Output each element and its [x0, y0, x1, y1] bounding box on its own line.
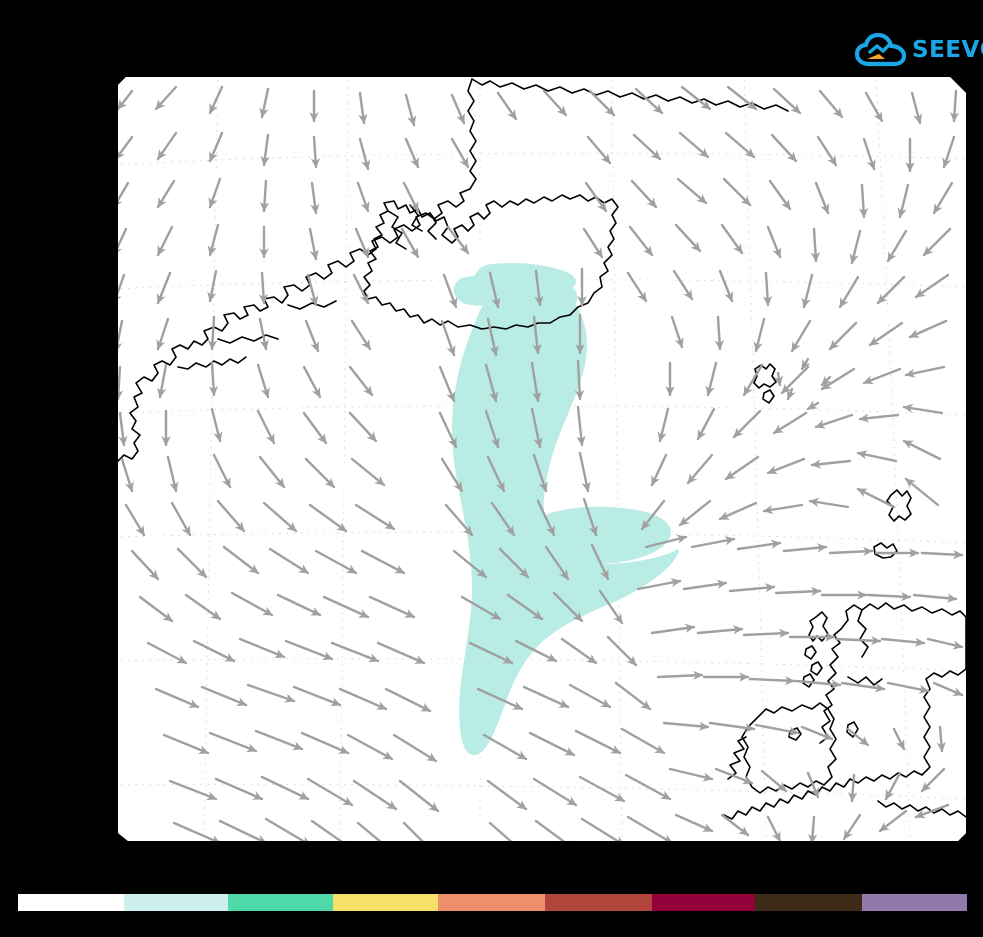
coastline-great-britain: [723, 602, 966, 820]
colorbar-segment-3: [332, 894, 438, 911]
coastline-greenland: [118, 78, 477, 462]
coastline-shetland: [886, 489, 912, 522]
colorbar-segment-5: [544, 894, 652, 911]
coastline-iceland: [363, 194, 619, 330]
logo-wordmark: SEEVCCC: [912, 36, 983, 63]
colorbar-segment-4: [437, 894, 545, 911]
cloud-with-arrow-icon: [854, 32, 907, 67]
coastline-ireland: [741, 702, 837, 794]
colorbar-segment-8: [861, 894, 967, 911]
precipitation-colorbar[interactable]: [18, 894, 967, 911]
coastline-isle-of-man: [846, 721, 859, 738]
colorbar-segment-7: [754, 894, 862, 911]
coastline-orkney: [873, 542, 898, 559]
coastline-outer-hebrides: [808, 611, 829, 642]
colorbar-segment-2: [228, 894, 333, 911]
colorbar-segment-0: [18, 894, 124, 911]
coastline-greenland-north: [471, 78, 789, 112]
map-canvas: [118, 77, 966, 841]
seevccc-logo: SEEVCCC: [854, 28, 983, 72]
map-panel[interactable]: [118, 77, 966, 841]
precipitation-shading: [452, 263, 679, 755]
wind-vector-field: [118, 85, 964, 841]
colorbar-segment-6: [651, 894, 755, 911]
colorbar-segment-1: [124, 894, 228, 911]
